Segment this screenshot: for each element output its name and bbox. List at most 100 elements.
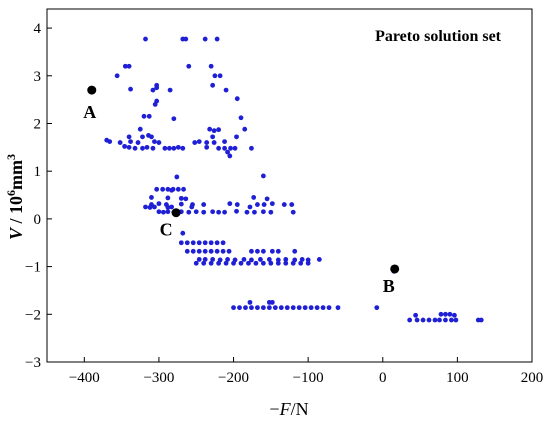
data-point [143,204,148,210]
annotation-label-a: A [83,102,96,122]
data-point [149,134,154,140]
plot-area-frame [46,8,533,363]
data-point [114,73,120,79]
data-point [478,317,484,323]
annotation-label-c: C [160,220,173,240]
data-point [266,305,272,311]
data-point [162,145,168,151]
data-point [335,305,341,311]
data-point [150,145,156,151]
data-point [192,140,198,145]
data-point [214,248,220,254]
data-point [227,153,233,159]
data-point [420,317,426,323]
data-point [196,248,202,254]
x-tick-label: 100 [446,370,469,386]
data-point [135,140,141,145]
data-point [269,248,275,254]
data-point [217,73,223,79]
data-point [149,195,154,200]
data-point [231,305,236,311]
data-point [437,317,442,323]
data-point [246,260,251,266]
data-point [150,87,156,93]
data-point [234,208,239,214]
data-point [289,202,295,207]
y-axis-title-mid: / 10 [6,196,26,228]
data-point [183,36,189,42]
data-point [260,173,266,179]
data-point [253,260,259,266]
data-point [178,201,184,207]
data-point [178,195,184,201]
data-point [252,209,257,215]
y-axis: −3 −2 −1 0 1 2 3 4 [25,21,52,371]
data-point [222,145,227,151]
data-point [226,248,232,254]
data-point [220,248,226,254]
data-point [305,260,311,266]
x-tick-label: 200 [521,370,544,386]
data-point [314,305,320,311]
data-point [413,312,418,318]
data-point [208,240,214,246]
data-point [220,240,226,246]
data-point [175,186,181,192]
data-point [183,196,189,202]
data-point [234,202,240,207]
data-point [171,116,177,122]
data-point [247,204,253,210]
data-point [231,260,236,266]
data-point [260,248,266,254]
data-point [238,260,244,266]
data-point [196,139,202,145]
data-point [140,134,145,140]
data-point [275,257,281,263]
data-point [126,144,132,150]
data-point [283,257,289,262]
data-point [264,196,270,202]
data-point [251,195,257,200]
data-point [122,143,127,149]
data-point [249,305,254,311]
data-point [128,86,133,92]
y-tick-label: 4 [34,21,42,37]
data-point [156,209,162,215]
data-point [222,209,227,215]
data-point [184,240,190,246]
data-point [414,317,420,323]
data-point [275,248,281,254]
annotation-label-b: B [383,276,395,296]
data-point [449,317,454,323]
y-axis-title-unit: mm [6,160,26,190]
data-point [249,248,254,254]
x-tick-label: −400 [69,370,100,386]
data-point [165,209,171,215]
x-tick-label: −200 [218,370,249,386]
data-point [186,209,192,215]
data-point [302,305,308,311]
data-point [171,145,177,151]
data-point [132,145,138,151]
data-point [216,127,222,133]
data-point [320,305,326,311]
data-point [210,134,216,140]
data-point [216,145,222,151]
data-point [290,260,296,266]
x-axis-title-suffix: /N [291,399,309,419]
y-tick-label: −1 [25,260,41,276]
x-tick-label: 0 [379,370,387,386]
data-point [426,317,432,323]
data-point [193,260,199,266]
data-point [284,305,290,311]
data-point [432,317,438,323]
data-point [447,311,453,317]
data-point [146,113,152,119]
annotation-point-c [171,208,181,218]
data-point [299,257,305,262]
data-point [296,305,302,311]
x-tick-label: −300 [143,370,174,386]
data-point [186,63,192,69]
data-point [208,63,214,69]
data-point [261,202,267,207]
